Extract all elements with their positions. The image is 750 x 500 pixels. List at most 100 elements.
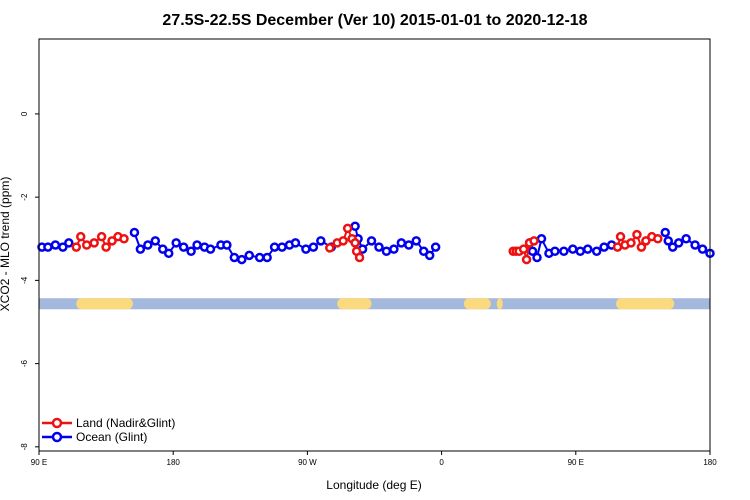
y-tick-label: -8 — [20, 443, 29, 451]
data-point — [430, 242, 441, 252]
data-point — [673, 238, 684, 248]
data-point — [663, 236, 673, 246]
data-point — [186, 246, 196, 256]
data-point — [290, 238, 301, 248]
data-point — [58, 242, 68, 252]
x-tick-label: 180 — [703, 458, 717, 467]
data-point — [171, 238, 181, 248]
data-point — [396, 238, 407, 248]
data-point — [636, 242, 647, 252]
data-point — [653, 234, 663, 244]
data-point — [518, 244, 529, 254]
data-point — [697, 244, 708, 254]
chart-title: 27.5S-22.5S December (Ver 10) 2015-01-01… — [162, 12, 587, 29]
legend-label: Land (Nadir&Glint) — [76, 416, 175, 430]
x-axis-label: Longitude (deg E) — [326, 478, 421, 492]
data-point — [143, 240, 153, 250]
series-layer — [37, 221, 715, 265]
legend-label: Ocean (Glint) — [76, 430, 147, 444]
land-segment — [496, 298, 503, 310]
data-point — [64, 238, 74, 248]
x-tick-label: 90 W — [298, 458, 317, 467]
data-point — [119, 234, 129, 244]
y-tick-label: 0 — [20, 111, 29, 116]
data-point — [615, 231, 626, 242]
data-point — [667, 242, 678, 252]
ocean-band — [39, 298, 710, 310]
data-point — [418, 246, 429, 256]
data-point — [301, 244, 311, 254]
data-point — [521, 254, 532, 265]
data-point — [641, 236, 651, 246]
data-point — [277, 242, 287, 252]
data-point — [163, 248, 174, 259]
data-point — [568, 244, 578, 254]
data-point — [222, 240, 232, 250]
data-point — [325, 243, 335, 253]
data-point — [342, 223, 353, 234]
data-point — [366, 236, 377, 246]
data-point — [96, 231, 107, 242]
data-point — [690, 240, 700, 250]
legend: Land (Nadir&Glint)Ocean (Glint) — [42, 416, 175, 444]
land-segment — [463, 298, 491, 310]
y-tick-label: -2 — [20, 193, 29, 201]
data-point — [612, 242, 623, 252]
data-point — [424, 250, 435, 261]
data-point — [229, 252, 240, 263]
data-point — [76, 231, 86, 242]
data-point — [591, 246, 602, 256]
data-point — [158, 244, 168, 254]
data-point — [575, 246, 586, 256]
data-point — [178, 242, 189, 252]
land-ocean-bar — [39, 298, 710, 310]
data-point — [262, 252, 272, 263]
x-tick-label: 90 E — [31, 458, 47, 467]
data-point — [411, 236, 422, 246]
data-point — [404, 240, 414, 250]
y-tick-label: -4 — [20, 276, 29, 284]
data-point — [350, 221, 360, 232]
data-point — [381, 246, 392, 256]
data-point — [536, 234, 547, 244]
data-point — [316, 236, 326, 246]
y-tick-label: -6 — [20, 360, 29, 368]
data-point — [150, 236, 161, 246]
legend-marker — [51, 431, 63, 443]
legend-marker — [51, 417, 63, 429]
data-point — [550, 246, 560, 256]
data-point — [129, 227, 140, 238]
data-point — [559, 246, 569, 256]
data-point — [681, 234, 691, 244]
x-tick-label: 90 E — [568, 458, 584, 467]
land-segment — [616, 298, 675, 310]
data-point — [389, 244, 399, 254]
data-point — [43, 242, 53, 252]
data-point — [599, 242, 609, 252]
data-point — [308, 242, 319, 252]
data-point — [354, 252, 365, 263]
data-point — [254, 252, 265, 263]
data-point — [244, 250, 254, 261]
data-point — [81, 240, 92, 250]
data-point — [532, 252, 542, 263]
data-point — [374, 242, 384, 252]
land-segment — [76, 298, 133, 310]
series-ocean — [37, 221, 715, 265]
data-point — [338, 236, 348, 246]
data-point — [632, 229, 642, 240]
data-point — [237, 254, 247, 265]
data-point — [269, 242, 280, 252]
data-point — [192, 240, 202, 250]
data-point — [89, 238, 99, 248]
data-point — [50, 240, 61, 250]
x-tick-label: 180 — [167, 458, 181, 467]
data-point — [205, 244, 216, 254]
land-segment — [337, 298, 372, 310]
data-point — [101, 242, 111, 252]
data-point — [529, 236, 539, 246]
tick-marks: 90 E 180 90 W 0 90 E 180 0 -2 -4 -6 -8 — [20, 111, 717, 467]
data-point — [71, 242, 82, 252]
data-point — [135, 244, 146, 254]
